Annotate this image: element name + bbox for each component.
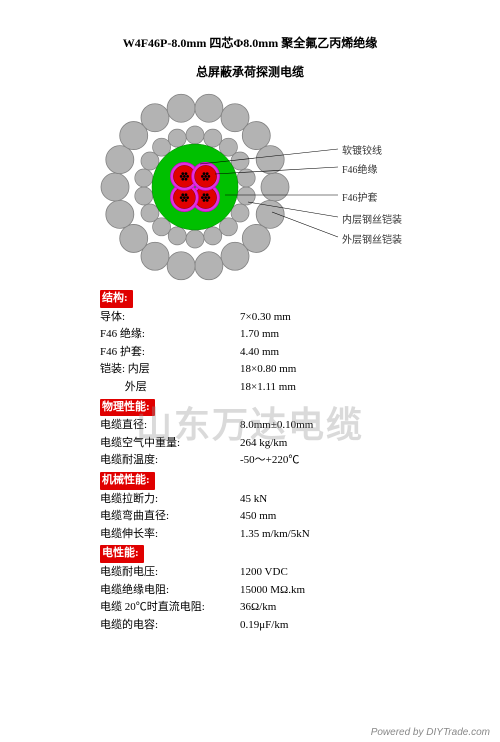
section-mechanical: 机械性能: [100,472,155,490]
label-f46-insul: F46 绝缘: [100,326,240,344]
callout-conductor: 软镀铰线 [342,142,382,157]
label-tensile: 电缆拉断力: [100,491,240,509]
callout-f46-insulation: F46绝缘 [342,161,378,176]
value-dc-res: 36Ω/km [240,599,276,617]
cable-diagram: 软镀铰线 F46绝缘 F46护套 内层钢丝铠装 外层钢丝铠装 [0,92,500,282]
label-armor-outer: 外层 [100,379,240,397]
callout-inner-armor: 内层钢丝铠装 [342,211,402,226]
value-f46-insul: 1.70 mm [240,326,279,344]
value-bend: 450 mm [240,508,276,526]
label-insul-res: 电缆绝缘电阻: [100,582,240,600]
section-electrical: 电性能: [100,545,144,563]
label-weight: 电缆空气中重量: [100,435,240,453]
label-bend: 电缆弯曲直径: [100,508,240,526]
page-title: W4F46P-8.0mm 四芯Φ8.0mm 聚全氟乙丙烯绝缘 [0,34,500,51]
label-armor-inner: 铠装: 内层 [100,361,240,379]
page-subtitle: 总屏蔽承荷探测电缆 [0,63,500,80]
callout-f46-sheath: F46护套 [342,189,378,204]
specifications: 结构: 导体:7×0.30 mm F46 绝缘:1.70 mm F46 护套:4… [100,288,500,634]
label-elong: 电缆伸长率: [100,526,240,544]
label-f46-sheath: F46 护套: [100,344,240,362]
cable-cross-section-svg [100,92,290,282]
footer-credit: Powered by DIYTrade.com [371,727,490,738]
value-tensile: 45 kN [240,491,267,509]
label-dc-res: 电缆 20℃时直流电阻: [100,599,240,617]
value-capac: 0.19μF/km [240,617,288,635]
label-temp: 电缆耐温度: [100,452,240,470]
value-weight: 264 kg/km [240,435,287,453]
value-diameter: 8.0mm±0.10mm [240,417,313,435]
value-conductor: 7×0.30 mm [240,309,291,327]
callout-outer-armor: 外层钢丝铠装 [342,231,402,246]
label-capac: 电缆的电容: [100,617,240,635]
value-temp: -50～+220℃ [240,452,299,470]
section-structure: 结构: [100,290,133,308]
value-armor-outer: 18×1.11 mm [240,379,296,397]
value-insul-res: 15000 MΩ.km [240,582,305,600]
value-f46-sheath: 4.40 mm [240,344,279,362]
value-armor-inner: 18×0.80 mm [240,361,296,379]
value-elong: 1.35 m/km/5kN [240,526,310,544]
value-voltage: 1200 VDC [240,564,288,582]
label-conductor: 导体: [100,309,240,327]
label-voltage: 电缆耐电压: [100,564,240,582]
section-physical: 物理性能: [100,399,155,417]
label-diameter: 电缆直径: [100,417,240,435]
